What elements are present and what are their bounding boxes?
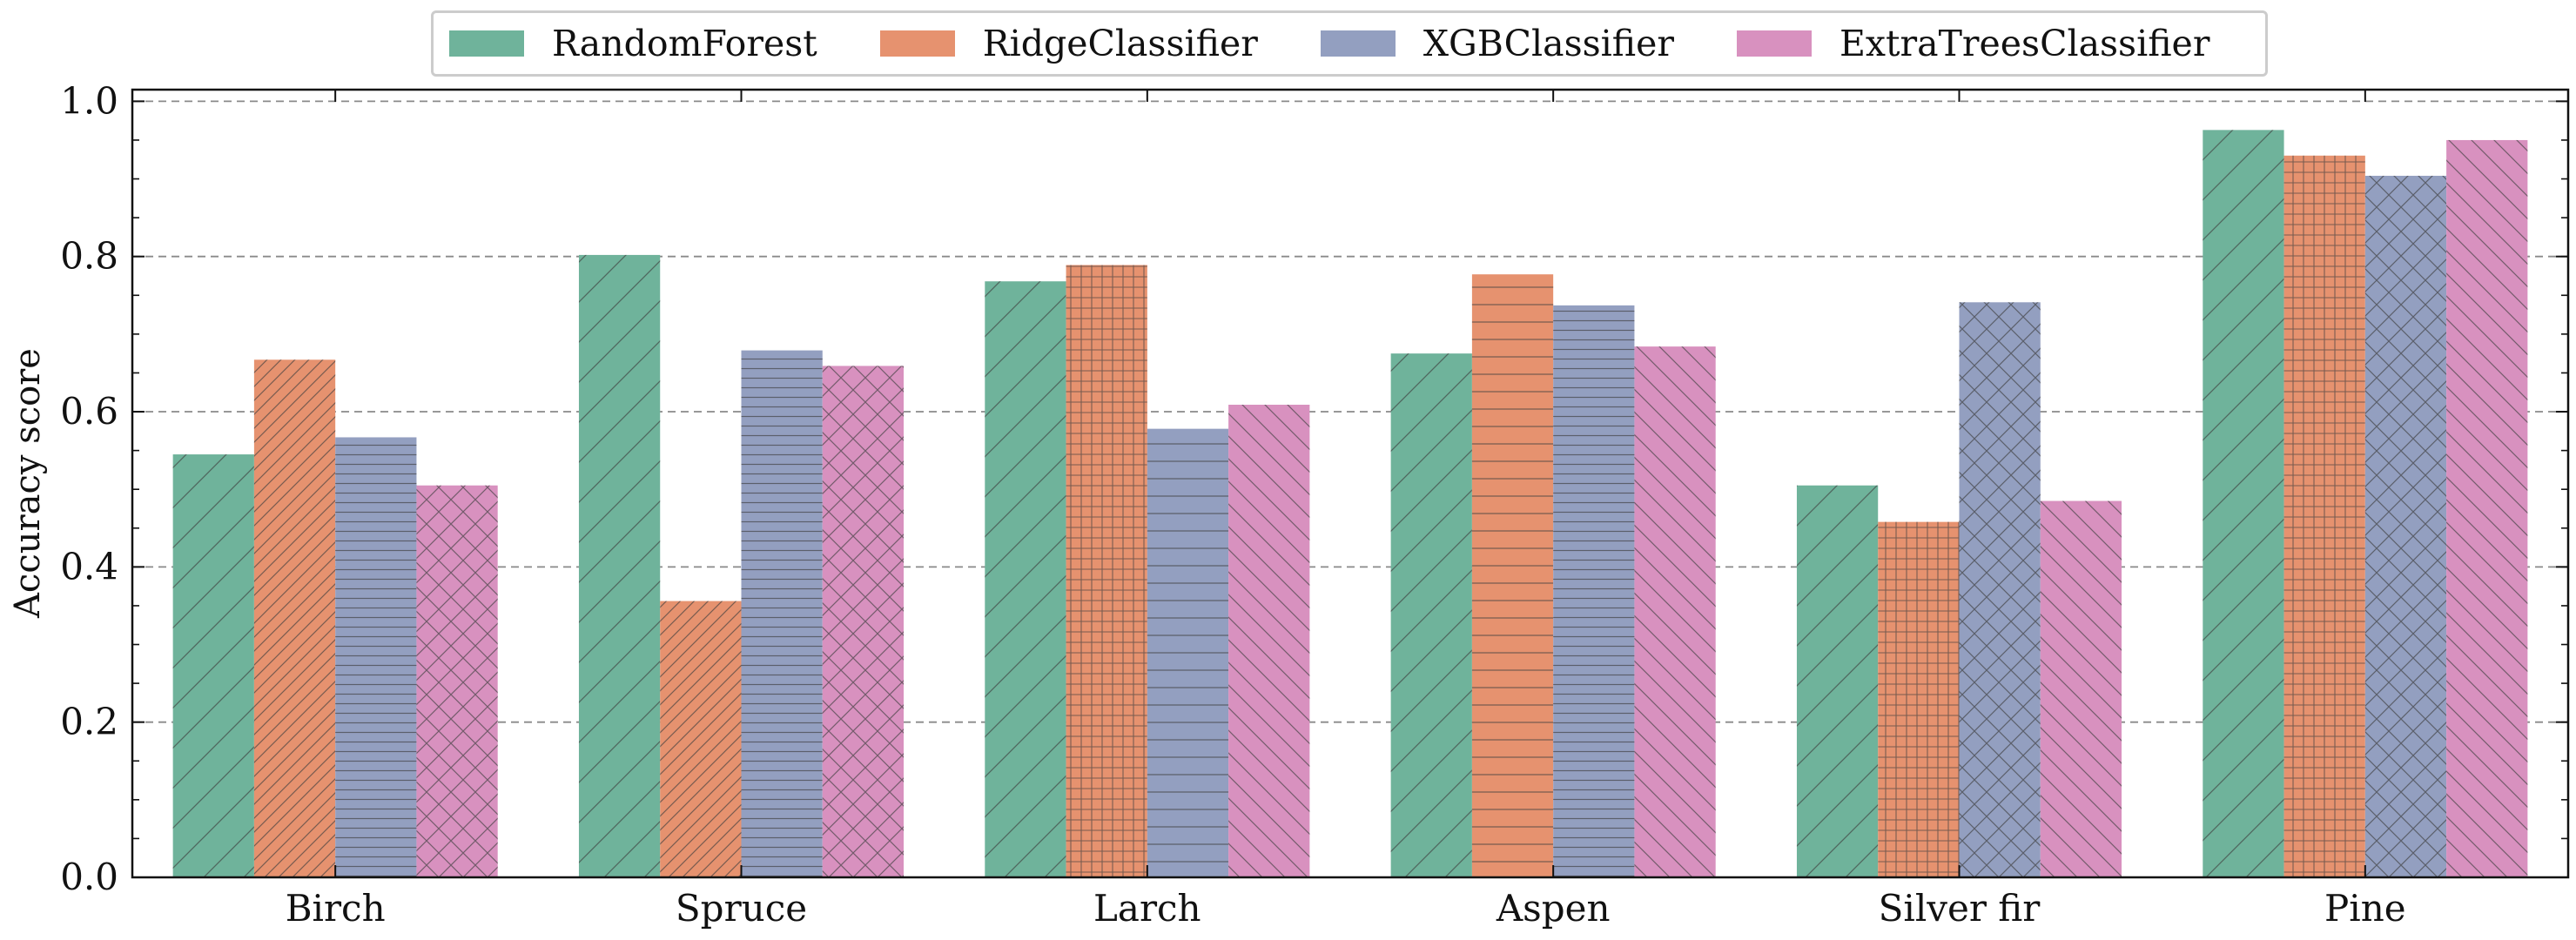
bar-larch-ridgeclassifier bbox=[1066, 265, 1147, 877]
bar-hatch bbox=[1553, 305, 1635, 877]
bar-hatch bbox=[1390, 353, 1472, 877]
bar-birch-extratreesclassifier bbox=[416, 485, 498, 877]
legend-swatch bbox=[449, 30, 524, 57]
bar-hatch bbox=[1634, 346, 1716, 878]
y-tick-label: 0.0 bbox=[60, 856, 118, 898]
y-axis-label: Accuracy score bbox=[8, 348, 48, 619]
bar-hatch bbox=[578, 254, 661, 877]
bar-hatch bbox=[985, 281, 1066, 877]
y-tick-label: 0.2 bbox=[60, 701, 118, 743]
legend-label: RidgeClassifier bbox=[982, 23, 1258, 64]
bar-larch-xgbclassifier bbox=[1147, 428, 1229, 877]
plot-frame bbox=[131, 88, 2570, 879]
bar-hatch bbox=[822, 366, 905, 878]
x-tick-label: Silver fir bbox=[1879, 887, 2041, 930]
bar-pine-extratreesclassifier bbox=[2446, 139, 2528, 877]
bar-hatch bbox=[741, 350, 823, 878]
bar-silver-fir-ridgeclassifier bbox=[1878, 521, 1960, 877]
bar-silver-fir-randomforest bbox=[1796, 485, 1879, 877]
y-tick-label: 0.8 bbox=[60, 235, 118, 278]
bar-hatch bbox=[172, 454, 254, 877]
legend-entry-ridgeclassifier: RidgeClassifier bbox=[879, 23, 1258, 64]
bars bbox=[172, 130, 2528, 878]
bar-hatch bbox=[2446, 139, 2528, 877]
bar-hatch bbox=[1147, 428, 1229, 877]
bar-hatch bbox=[660, 601, 742, 877]
bar-hatch bbox=[2203, 130, 2284, 878]
x-tick-label: Birch bbox=[286, 887, 386, 930]
bar-hatch bbox=[2283, 155, 2365, 877]
axes bbox=[131, 88, 2570, 879]
bar-aspen-extratreesclassifier bbox=[1634, 346, 1716, 878]
bar-spruce-extratreesclassifier bbox=[822, 366, 905, 878]
bar-hatch bbox=[335, 437, 417, 877]
bar-silver-fir-xgbclassifier bbox=[1959, 302, 2041, 877]
bar-larch-extratreesclassifier bbox=[1228, 405, 1310, 877]
bar-hatch bbox=[416, 485, 498, 877]
bar-hatch bbox=[1878, 521, 1960, 877]
axis-labels: Accuracy score 0.0 0.2 0.4 0.6 0.8 1.0 Birch Sp… bbox=[8, 79, 2406, 930]
bar-hatch bbox=[253, 359, 336, 877]
bar-spruce-ridgeclassifier bbox=[660, 601, 742, 877]
y-tick-label: 0.4 bbox=[60, 545, 118, 588]
bar-silver-fir-extratreesclassifier bbox=[2040, 500, 2122, 877]
bar-birch-ridgeclassifier bbox=[253, 359, 336, 877]
x-tick-label: Aspen bbox=[1496, 887, 1611, 930]
bar-hatch bbox=[1796, 485, 1879, 877]
bar-hatch bbox=[1066, 265, 1147, 877]
bar-spruce-randomforest bbox=[578, 254, 661, 877]
bar-hatch bbox=[1959, 302, 2041, 877]
gridlines bbox=[132, 100, 2568, 723]
bar-aspen-randomforest bbox=[1390, 353, 1472, 877]
bar-aspen-xgbclassifier bbox=[1553, 305, 1635, 877]
bar-pine-xgbclassifier bbox=[2364, 175, 2447, 877]
bar-pine-ridgeclassifier bbox=[2283, 155, 2365, 877]
bar-spruce-xgbclassifier bbox=[741, 350, 823, 878]
bar-birch-randomforest bbox=[172, 454, 254, 877]
x-tick-label: Pine bbox=[2324, 887, 2406, 930]
x-tick-label: Larch bbox=[1093, 887, 1201, 930]
bar-birch-xgbclassifier bbox=[335, 437, 417, 877]
legend-swatch bbox=[1737, 30, 1812, 57]
bar-larch-randomforest bbox=[985, 281, 1066, 877]
x-tick-label: Spruce bbox=[676, 887, 807, 930]
legend-swatch bbox=[879, 30, 955, 57]
bar-pine-randomforest bbox=[2203, 130, 2284, 878]
legend-entry-xgbclassifier: XGBClassifier bbox=[1320, 23, 1674, 64]
bar-hatch bbox=[1228, 405, 1310, 877]
legend-swatch bbox=[1320, 30, 1396, 57]
legend-entry-randomforest: RandomForest bbox=[449, 23, 817, 64]
legend-label: XGBClassifier bbox=[1423, 23, 1674, 64]
legend: RandomForest RidgeClassifier XGBClassifier… bbox=[431, 10, 2268, 77]
y-tick-label: 0.6 bbox=[60, 390, 118, 433]
bar-hatch bbox=[1471, 274, 1554, 877]
bar-hatch bbox=[2364, 175, 2447, 877]
bar-hatch bbox=[2040, 500, 2122, 877]
legend-label: RandomForest bbox=[552, 23, 817, 64]
y-tick-label: 1.0 bbox=[60, 79, 118, 122]
legend-entry-extratreesclassifier: ExtraTreesClassifier bbox=[1737, 23, 2209, 64]
legend-label: ExtraTreesClassifier bbox=[1840, 23, 2210, 64]
bar-aspen-ridgeclassifier bbox=[1471, 274, 1554, 877]
